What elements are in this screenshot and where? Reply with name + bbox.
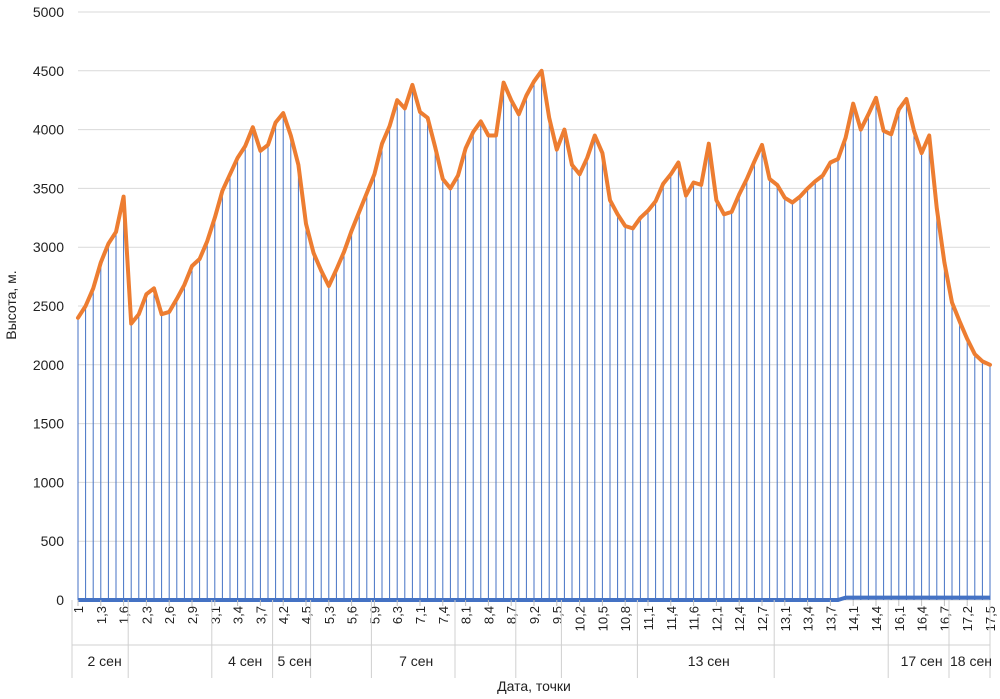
x-tick-label: 16,4	[915, 606, 930, 631]
x-tick-label: 10,5	[595, 606, 610, 631]
y-tick-label: 4000	[33, 122, 64, 138]
x-tick-label: 12,1	[709, 606, 724, 631]
x-tick-label: 4,5	[299, 606, 314, 624]
x-tick-label: 2,9	[185, 606, 200, 624]
y-tick-label: 1000	[33, 474, 64, 490]
x-tick-label: 16,1	[892, 606, 907, 631]
date-group-label: 4 сен	[228, 653, 262, 669]
x-tick-label: 11,1	[641, 606, 656, 630]
y-tick-label: 2500	[33, 298, 64, 314]
x-axis-title: Дата, точки	[497, 678, 571, 694]
x-tick-label: 12,7	[755, 606, 770, 631]
x-tick-label: 10,2	[573, 606, 588, 631]
date-group-label: 17 сен	[901, 653, 943, 669]
x-tick-label: 5,3	[322, 606, 337, 624]
x-tick-label: 17,2	[960, 606, 975, 631]
x-tick-label: 16,7	[937, 606, 952, 631]
x-tick-label: 12,4	[732, 606, 747, 631]
x-tick-label: 8,7	[504, 606, 519, 624]
date-group-label: 5 сен	[277, 653, 311, 669]
x-axis-ticks: 1 1,3 1,6 2,3 2,6 2,9 3,1 3,4 3,7 4,2 4,5 5,3 5,6 5,9…	[71, 600, 998, 631]
x-tick-label: 1	[71, 606, 86, 613]
x-tick-label: 8,1	[459, 606, 474, 624]
y-tick-label: 5000	[33, 4, 64, 20]
y-axis-ticks: 0 500 1000 1500 2000 2500 3000 3500 4000 4500 5000	[33, 4, 64, 608]
date-group-label: 18 сен	[950, 653, 992, 669]
y-tick-label: 500	[41, 533, 65, 549]
x-tick-label: 13,4	[801, 606, 816, 631]
y-tick-label: 3000	[33, 239, 64, 255]
y-axis-title: Высота, м.	[3, 270, 19, 339]
x-tick-label: 2,6	[162, 606, 177, 624]
x-tick-label: 10,8	[618, 606, 633, 631]
x-tick-label: 11,6	[687, 606, 702, 630]
x-tick-label: 7,4	[436, 606, 451, 624]
altitude-series	[76, 68, 992, 367]
x-tick-label: 13,1	[778, 606, 793, 631]
x-tick-label: 3,1	[208, 606, 223, 624]
x-tick-label: 9,5	[550, 606, 565, 624]
x-tick-label: 5,9	[367, 606, 382, 624]
date-group-label: 2 сен	[87, 653, 121, 669]
x-tick-label: 7,1	[413, 606, 428, 624]
x-tick-label: 11,4	[664, 606, 679, 630]
y-tick-label: 4500	[33, 63, 64, 79]
y-tick-label: 2000	[33, 357, 64, 373]
x-tick-label: 6,3	[390, 606, 405, 624]
x-tick-label: 1,6	[117, 606, 132, 624]
date-groups: 2 сен 4 сен 5 сен 7 сен 13 сен 17 сен 18 сен	[71, 600, 992, 678]
x-tick-label: 2,3	[139, 606, 154, 624]
x-tick-label: 14,4	[869, 606, 884, 631]
x-tick-label: 14,1	[846, 606, 861, 631]
altitude-line	[76, 68, 992, 367]
x-tick-label: 4,2	[276, 606, 291, 624]
date-group-label: 13 сен	[688, 653, 730, 669]
x-tick-label: 3,4	[231, 606, 246, 624]
x-tick-label: 9,2	[527, 606, 542, 624]
x-tick-label: 5,6	[345, 606, 360, 624]
x-tick-label: 3,7	[253, 606, 268, 624]
y-tick-label: 3500	[33, 180, 64, 196]
date-group-label: 7 сен	[399, 653, 433, 669]
y-tick-label: 1500	[33, 416, 64, 432]
y-tick-label: 0	[56, 592, 64, 608]
x-tick-label: 8,4	[481, 606, 496, 624]
x-tick-label: 13,7	[823, 606, 838, 631]
drop-lines	[77, 70, 991, 600]
x-tick-label: 1,3	[94, 606, 109, 624]
